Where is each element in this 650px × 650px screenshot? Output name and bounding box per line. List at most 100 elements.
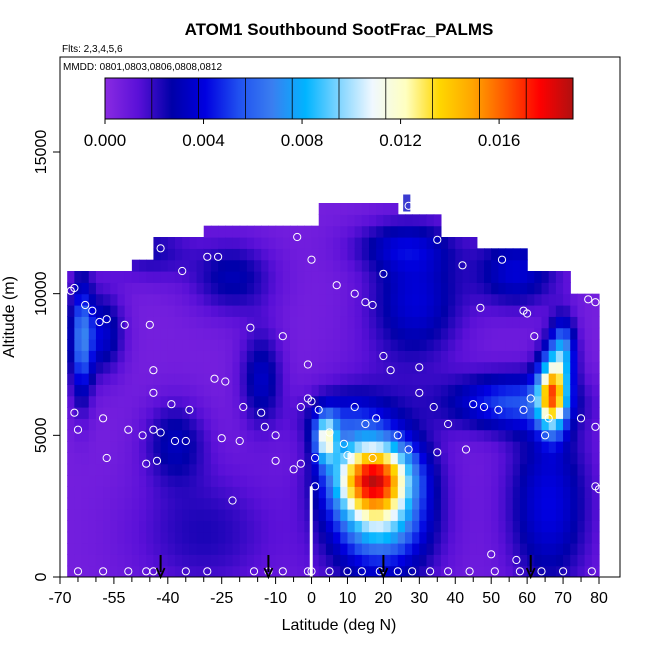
heatmap-cell	[519, 418, 528, 431]
heatmap-cell	[591, 475, 600, 487]
heatmap-cell	[527, 282, 535, 295]
heatmap-cell	[196, 395, 205, 408]
heatmap-cell	[548, 429, 557, 442]
heatmap-cell	[246, 429, 255, 442]
heatmap-cell	[462, 452, 471, 465]
heatmap-cell	[469, 407, 478, 419]
heatmap-cell	[476, 327, 485, 340]
heatmap-cell	[397, 373, 406, 385]
heatmap-cell	[232, 509, 241, 521]
heatmap-cell	[376, 407, 384, 419]
heatmap-cell	[103, 497, 111, 510]
heatmap-cell	[225, 554, 234, 567]
heatmap-cell	[455, 543, 464, 555]
observation-point	[73, 567, 83, 576]
heatmap-cell	[297, 373, 305, 385]
heatmap-cell	[340, 497, 349, 510]
heatmap-cell	[548, 407, 557, 419]
x-tick-label: 50	[482, 590, 500, 607]
heatmap-cell	[354, 395, 363, 408]
heatmap-cell	[153, 237, 162, 249]
heatmap-cell	[476, 565, 485, 577]
heatmap-cell	[210, 373, 219, 385]
heatmap-cell	[203, 305, 212, 317]
heatmap-cell	[361, 520, 370, 533]
observation-point	[368, 300, 377, 310]
heatmap-cell	[189, 418, 198, 431]
heatmap-cell	[218, 463, 226, 476]
heatmap-cell	[404, 339, 413, 351]
heatmap-cell	[246, 418, 255, 431]
heatmap-cell	[426, 520, 435, 533]
heatmap-cell	[419, 497, 428, 510]
heatmap-cell	[563, 395, 571, 408]
heatmap-cell	[246, 327, 255, 340]
heatmap-cell	[563, 282, 571, 295]
heatmap-cell	[541, 463, 550, 476]
heatmap-cell	[563, 418, 571, 431]
heatmap-cell	[383, 531, 392, 544]
heatmap-cell	[174, 248, 183, 261]
heatmap-cell	[261, 293, 270, 306]
heatmap-cell	[210, 395, 219, 408]
heatmap-cell	[512, 259, 521, 272]
heatmap-cell	[570, 350, 579, 363]
heatmap-cell	[95, 339, 104, 351]
heatmap-cell	[254, 248, 262, 261]
heatmap-cell	[189, 486, 198, 499]
heatmap-cell	[383, 475, 392, 487]
heatmap-cell	[160, 248, 169, 261]
heatmap-cell	[527, 429, 535, 442]
heatmap-cell	[167, 293, 176, 306]
heatmap-cell	[455, 327, 464, 340]
heatmap-cell	[404, 543, 413, 555]
heatmap-cell	[354, 441, 363, 453]
heatmap-cell	[232, 463, 241, 476]
heatmap-cell	[548, 509, 557, 521]
heatmap-cell	[268, 531, 277, 544]
heatmap-cell	[584, 293, 593, 306]
heatmap-cell	[462, 271, 471, 283]
heatmap-cell	[160, 350, 169, 363]
heatmap-cell	[376, 418, 384, 431]
heatmap-cell	[333, 350, 341, 363]
heatmap-cell	[555, 441, 564, 453]
heatmap-cell	[146, 452, 155, 465]
observation-point	[350, 289, 359, 298]
heatmap-cell	[232, 418, 241, 431]
heatmap-cell	[404, 452, 413, 465]
heatmap-cell	[412, 407, 420, 419]
heatmap-cell	[167, 463, 176, 476]
heatmap-cell	[512, 339, 521, 351]
heatmap-cell	[369, 429, 377, 442]
heatmap-cell	[577, 452, 586, 465]
heatmap-cell	[383, 543, 392, 555]
heatmap-cell	[390, 316, 399, 329]
observation-point	[246, 323, 255, 332]
heatmap-cell	[74, 373, 83, 385]
heatmap-cell	[289, 384, 298, 397]
heatmap-cell	[153, 475, 162, 487]
heatmap-cell	[541, 543, 550, 555]
heatmap-cell	[297, 463, 305, 476]
heatmap-cell	[232, 350, 241, 363]
heatmap-cell	[433, 441, 442, 453]
heatmap-cell	[239, 384, 248, 397]
heatmap-cell	[361, 429, 370, 442]
heatmap-cell	[88, 509, 97, 521]
heatmap-cell	[354, 316, 363, 329]
heatmap-cell	[541, 520, 550, 533]
heatmap-cell	[548, 531, 557, 544]
heatmap-cell	[555, 395, 564, 408]
observation-point	[239, 402, 248, 412]
heatmap-cell	[591, 418, 600, 431]
heatmap-cell	[512, 248, 521, 261]
heatmap-cell	[555, 463, 564, 476]
heatmap-cell	[448, 509, 456, 521]
heatmap-cell	[311, 248, 320, 261]
heatmap-cell	[67, 373, 75, 385]
heatmap-cell	[268, 237, 277, 249]
heatmap-cell	[491, 259, 499, 272]
heatmap-cell	[254, 395, 262, 408]
heatmap-cell	[189, 520, 198, 533]
